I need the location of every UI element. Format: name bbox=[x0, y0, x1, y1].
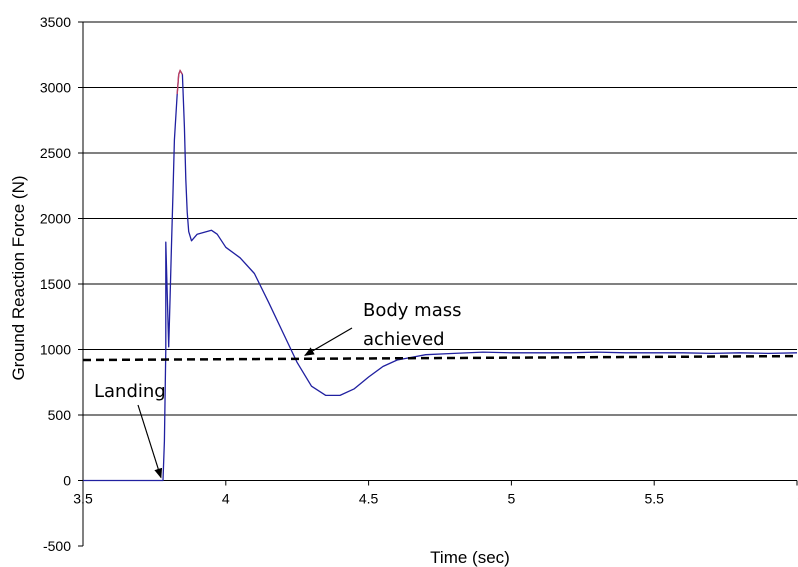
series-layer bbox=[82, 68, 798, 482]
y-axis-title: Ground Reaction Force (N) bbox=[9, 175, 28, 380]
annotations: Landing Body mass achieved bbox=[94, 300, 461, 479]
y-tick-label: 1500 bbox=[40, 276, 71, 292]
annotation-landing-arrow bbox=[137, 404, 163, 479]
y-tick-label: 2000 bbox=[40, 211, 71, 227]
gridlines bbox=[83, 21, 797, 416]
annotation-landing: Landing bbox=[94, 381, 166, 402]
x-tick-label: 5.5 bbox=[644, 491, 664, 507]
y-tick-labels: 3500 3000 2500 2000 1500 1000 500 0 -500 bbox=[40, 14, 71, 554]
annotation-body-mass-arrow bbox=[304, 327, 353, 356]
x-tick-label: 4 bbox=[222, 491, 230, 507]
x-tick-labels: 3.544.555.56 bbox=[73, 491, 798, 507]
axes bbox=[78, 21, 798, 547]
annotation-achieved: achieved bbox=[363, 329, 445, 350]
y-tick-label: 0 bbox=[63, 473, 71, 489]
x-tick-label: 5 bbox=[508, 491, 516, 507]
annotation-body-mass: Body mass bbox=[363, 300, 461, 321]
x-tick-label: 4.5 bbox=[359, 491, 379, 507]
y-tick-label: 1000 bbox=[40, 342, 71, 358]
force-series-line bbox=[83, 69, 798, 482]
y-tick-label: 3000 bbox=[40, 80, 71, 96]
x-tick-label: 3.5 bbox=[73, 491, 93, 507]
y-tick-label: 2500 bbox=[40, 145, 71, 161]
body-mass-dashed-line bbox=[82, 354, 798, 362]
x-axis-title: Time (sec) bbox=[430, 548, 510, 567]
y-tick-label: 500 bbox=[48, 407, 72, 423]
y-tick-label: 3500 bbox=[40, 14, 71, 30]
force-peak-segment bbox=[176, 68, 183, 95]
y-tick-label: -500 bbox=[43, 538, 71, 554]
